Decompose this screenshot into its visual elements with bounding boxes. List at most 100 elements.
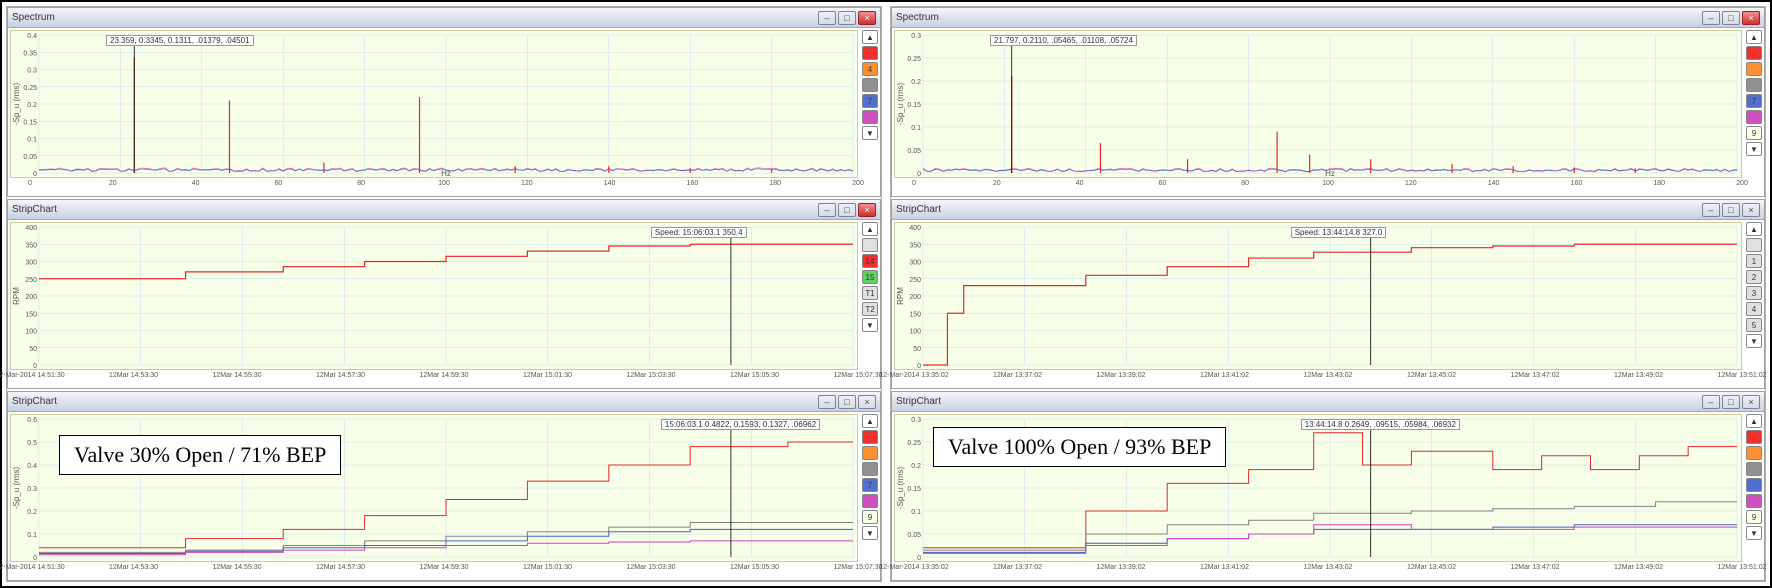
channel-button[interactable]: 9 — [1746, 510, 1762, 524]
spectrum-titlebar[interactable]: Spectrum – □ × — [892, 8, 1764, 28]
channel-button[interactable]: 7 — [862, 478, 878, 492]
spectrum-xticks: 020406080100120140160180200 — [914, 180, 1742, 194]
scroll-down-button[interactable]: ▼ — [862, 526, 878, 540]
scroll-up-button[interactable]: ▲ — [862, 30, 878, 44]
minimize-button[interactable]: – — [818, 203, 836, 217]
minimize-button[interactable]: – — [1702, 203, 1720, 217]
x-tick-label: 60 — [1158, 180, 1166, 187]
svg-text:0.2: 0.2 — [27, 102, 37, 109]
channel-button[interactable] — [1746, 78, 1762, 92]
scroll-up-button[interactable]: ▲ — [1746, 222, 1762, 236]
stripchart2-left[interactable]: 00.10.20.30.40.50.6-Sp_u (rms) 15:06:03.… — [10, 414, 858, 562]
close-button[interactable]: × — [1742, 203, 1760, 217]
channel-button[interactable]: 4 — [1746, 302, 1762, 316]
stripchart1-panel-right: StripChart – □ × 05010015020025030035040… — [891, 199, 1765, 389]
strip1-xticks: 12-Mar-2014 14:51:3012Mar 14:53:3012Mar … — [30, 372, 858, 386]
svg-text:-Sp_u (rms): -Sp_u (rms) — [896, 467, 905, 510]
close-button[interactable]: × — [858, 395, 876, 409]
channel-button[interactable]: 5 — [1746, 318, 1762, 332]
spectrum-titlebar[interactable]: Spectrum – □ × — [8, 8, 880, 28]
svg-text:0: 0 — [917, 363, 921, 369]
channel-button[interactable] — [1746, 478, 1762, 492]
channel-button[interactable]: T2 — [862, 302, 878, 316]
minimize-button[interactable]: – — [1702, 11, 1720, 25]
scroll-up-button[interactable]: ▲ — [1746, 414, 1762, 428]
scroll-down-button[interactable]: ▼ — [1746, 142, 1762, 156]
svg-text:0.15: 0.15 — [907, 486, 921, 493]
scroll-down-button[interactable]: ▼ — [862, 126, 878, 140]
channel-button[interactable] — [862, 462, 878, 476]
stripchart1-right[interactable]: 050100150200250300350400RPM Speed: 13:44… — [894, 222, 1742, 370]
scroll-down-button[interactable]: ▼ — [862, 318, 878, 332]
svg-text:0: 0 — [33, 363, 37, 369]
x-tick-label: 12-Mar-2014 14:51:30 — [0, 372, 65, 379]
spectrum-chart-right[interactable]: 00.050.10.150.20.250.3Hz-Sp_u (rms) 21.7… — [894, 30, 1742, 178]
svg-text:0.2: 0.2 — [27, 509, 37, 516]
scroll-up-button[interactable]: ▲ — [862, 222, 878, 236]
stripchart2-right[interactable]: 00.050.10.150.20.250.3-Sp_u (rms) 13:44:… — [894, 414, 1742, 562]
maximize-button[interactable]: □ — [838, 11, 856, 25]
x-tick-label: 12Mar 13:37:02 — [993, 564, 1042, 571]
minimize-button[interactable]: – — [818, 395, 836, 409]
channel-button[interactable]: 9 — [1746, 126, 1762, 140]
channel-button[interactable] — [862, 238, 878, 252]
channel-button[interactable] — [862, 78, 878, 92]
scroll-up-button[interactable]: ▲ — [1746, 30, 1762, 44]
stripchart1-titlebar[interactable]: StripChart – □ × — [8, 200, 880, 220]
channel-button[interactable] — [1746, 238, 1762, 252]
channel-button[interactable]: 3 — [1746, 286, 1762, 300]
svg-text:100: 100 — [25, 329, 37, 336]
channel-button[interactable] — [862, 494, 878, 508]
maximize-button[interactable]: □ — [1722, 203, 1740, 217]
close-button[interactable]: × — [1742, 11, 1760, 25]
svg-text:0.15: 0.15 — [23, 119, 37, 126]
channel-button[interactable] — [1746, 110, 1762, 124]
strip2-xticks: 12-Mar-2014 13:35:0212Mar 13:37:0212Mar … — [914, 564, 1742, 578]
maximize-button[interactable]: □ — [1722, 395, 1740, 409]
x-tick-label: 0 — [912, 180, 916, 187]
svg-text:0.1: 0.1 — [911, 509, 921, 516]
channel-button[interactable] — [862, 446, 878, 460]
channel-button[interactable] — [862, 110, 878, 124]
scroll-up-button[interactable]: ▲ — [862, 414, 878, 428]
stripchart1-titlebar[interactable]: StripChart – □ × — [892, 200, 1764, 220]
spectrum-chart-left[interactable]: 00.050.10.150.20.250.30.350.4Hz-Sp_u (rm… — [10, 30, 858, 178]
channel-button[interactable]: T1 — [862, 286, 878, 300]
channel-button[interactable]: 15 — [862, 270, 878, 284]
minimize-button[interactable]: – — [1702, 395, 1720, 409]
channel-button[interactable]: 9 — [862, 510, 878, 524]
svg-text:0.4: 0.4 — [27, 33, 37, 40]
minimize-button[interactable]: – — [818, 11, 836, 25]
svg-text:0: 0 — [33, 555, 37, 561]
channel-button[interactable]: 7 — [1746, 94, 1762, 108]
x-tick-label: 12Mar 13:49:02 — [1614, 372, 1663, 379]
svg-text:0.1: 0.1 — [27, 532, 37, 539]
channel-button[interactable] — [1746, 46, 1762, 60]
stripchart2-titlebar[interactable]: StripChart – □ × — [8, 392, 880, 412]
stripchart1-left[interactable]: 050100150200250300350400RPM Speed: 15:06… — [10, 222, 858, 370]
channel-button[interactable] — [1746, 62, 1762, 76]
stripchart2-titlebar[interactable]: StripChart – □ × — [892, 392, 1764, 412]
svg-text:0.6: 0.6 — [27, 417, 37, 424]
maximize-button[interactable]: □ — [838, 203, 856, 217]
close-button[interactable]: × — [858, 203, 876, 217]
channel-button[interactable] — [862, 430, 878, 444]
maximize-button[interactable]: □ — [1722, 11, 1740, 25]
scroll-down-button[interactable]: ▼ — [1746, 526, 1762, 540]
channel-button[interactable]: 4 — [862, 62, 878, 76]
channel-button[interactable]: 7 — [862, 94, 878, 108]
scroll-down-button[interactable]: ▼ — [1746, 334, 1762, 348]
maximize-button[interactable]: □ — [838, 395, 856, 409]
channel-button[interactable]: 14 — [862, 254, 878, 268]
channel-button[interactable]: 2 — [1746, 270, 1762, 284]
channel-button[interactable] — [862, 46, 878, 60]
svg-text:0.5: 0.5 — [27, 440, 37, 447]
svg-text:0.05: 0.05 — [23, 154, 37, 161]
channel-button[interactable] — [1746, 446, 1762, 460]
channel-button[interactable] — [1746, 430, 1762, 444]
close-button[interactable]: × — [1742, 395, 1760, 409]
close-button[interactable]: × — [858, 11, 876, 25]
channel-button[interactable]: 1 — [1746, 254, 1762, 268]
channel-button[interactable] — [1746, 462, 1762, 476]
channel-button[interactable] — [1746, 494, 1762, 508]
